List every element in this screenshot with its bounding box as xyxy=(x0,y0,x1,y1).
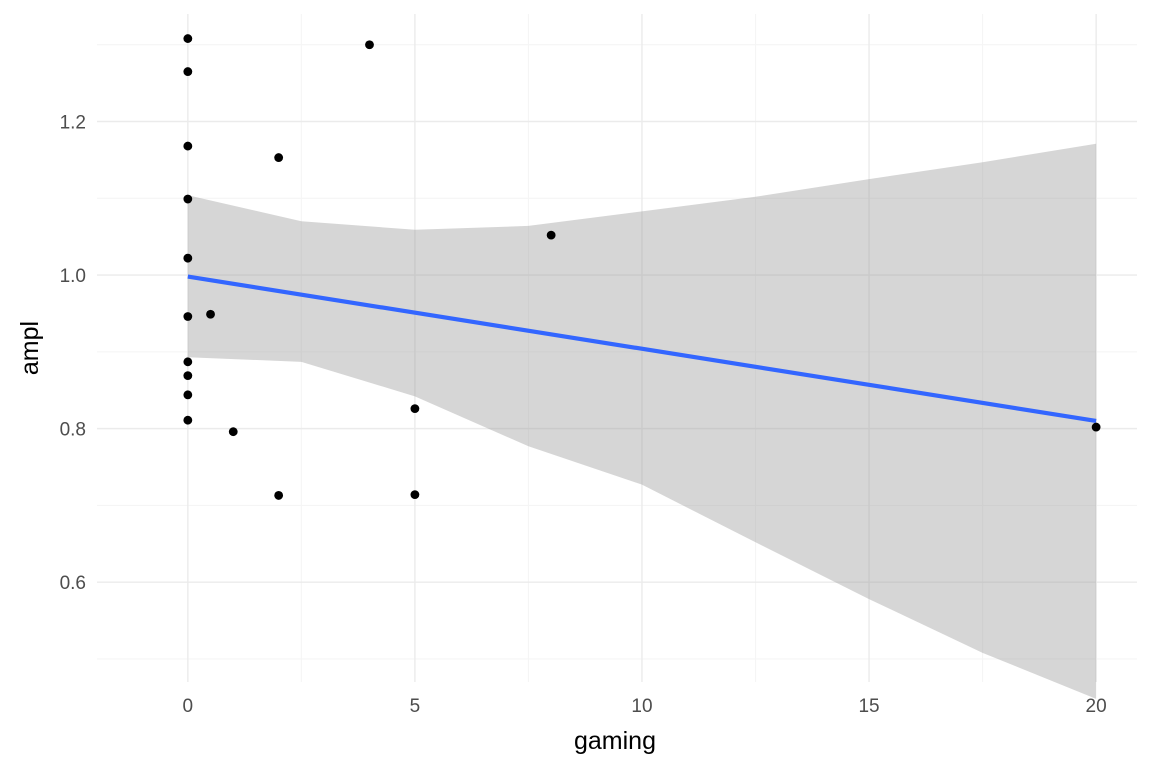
x-tick-label: 5 xyxy=(410,696,421,717)
x-tick-label: 10 xyxy=(631,696,652,717)
x-axis-title: gaming xyxy=(574,727,656,755)
y-axis-title: ampl xyxy=(16,321,44,375)
x-tick-label: 0 xyxy=(183,696,194,717)
data-point xyxy=(183,357,193,367)
regression-line xyxy=(187,274,1097,424)
data-point xyxy=(183,371,193,381)
y-tick-label: 0.6 xyxy=(60,573,86,594)
major-gridlines xyxy=(97,14,1137,682)
data-point xyxy=(183,34,193,43)
data-point xyxy=(228,427,238,437)
data-point xyxy=(410,490,420,500)
data-point xyxy=(206,309,215,319)
data-point xyxy=(183,253,193,263)
confidence-band xyxy=(187,143,1097,699)
y-tick-label: 0.8 xyxy=(60,420,86,441)
data-point xyxy=(183,67,193,76)
data-point xyxy=(183,194,193,204)
data-point xyxy=(546,230,556,240)
data-point xyxy=(274,153,284,162)
data-point xyxy=(410,404,420,414)
x-tick-labels: 0 5 10 15 20 xyxy=(183,696,1107,717)
y-tick-labels: 0.6 0.8 1.0 1.2 xyxy=(60,112,86,594)
data-point xyxy=(183,415,193,425)
data-point xyxy=(365,40,374,50)
data-points xyxy=(183,34,1101,500)
y-tick-label: 1.0 xyxy=(60,266,86,287)
y-tick-label: 1.2 xyxy=(60,112,86,133)
data-point xyxy=(1091,422,1101,432)
data-point xyxy=(183,141,193,151)
x-tick-label: 15 xyxy=(858,696,879,717)
data-point xyxy=(183,390,193,400)
minor-gridlines xyxy=(97,14,1137,682)
confidence-band-area xyxy=(187,143,1097,699)
x-tick-label: 20 xyxy=(1086,696,1107,717)
data-point xyxy=(274,491,284,500)
regression-line-layer xyxy=(187,274,1097,424)
data-point xyxy=(183,312,193,321)
